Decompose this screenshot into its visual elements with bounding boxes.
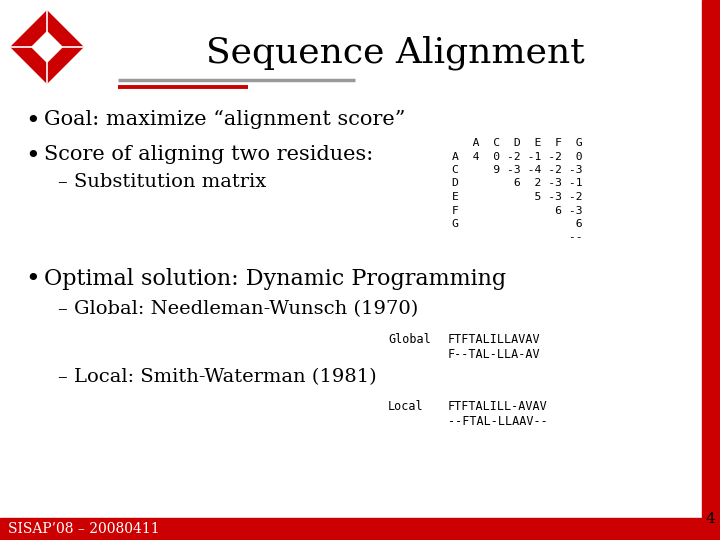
Text: FTFTALILLAVAV: FTFTALILLAVAV — [448, 333, 541, 346]
Text: Optimal solution: Dynamic Programming: Optimal solution: Dynamic Programming — [44, 268, 506, 290]
Text: – Global: Needleman-Wunsch (1970): – Global: Needleman-Wunsch (1970) — [58, 300, 418, 318]
Text: --FTAL-LLAAV--: --FTAL-LLAAV-- — [448, 415, 548, 428]
Text: – Substitution matrix: – Substitution matrix — [58, 173, 266, 191]
Text: •: • — [25, 110, 40, 133]
Text: •: • — [25, 145, 40, 168]
Text: E           5 -3 -2: E 5 -3 -2 — [452, 192, 582, 202]
Polygon shape — [11, 11, 83, 83]
Text: •: • — [25, 268, 40, 291]
Text: SISAP’08 – 20080411: SISAP’08 – 20080411 — [8, 522, 160, 536]
Text: Goal: maximize “alignment score”: Goal: maximize “alignment score” — [44, 110, 405, 129]
Text: FTFTALILL-AVAV: FTFTALILL-AVAV — [448, 400, 548, 413]
Text: – Local: Smith-Waterman (1981): – Local: Smith-Waterman (1981) — [58, 368, 377, 386]
Text: Global: Global — [388, 333, 431, 346]
Text: A  4  0 -2 -1 -2  0: A 4 0 -2 -1 -2 0 — [452, 152, 582, 161]
Bar — [702, 0, 720, 540]
Bar — [0, 518, 702, 540]
Text: A  C  D  E  F  G: A C D E F G — [452, 138, 582, 148]
Text: F              6 -3: F 6 -3 — [452, 206, 582, 215]
Text: 4: 4 — [705, 512, 715, 526]
Text: Score of aligning two residues:: Score of aligning two residues: — [44, 145, 373, 164]
Text: F--TAL-LLA-AV: F--TAL-LLA-AV — [448, 348, 541, 361]
Text: Sequence Alignment: Sequence Alignment — [206, 35, 585, 70]
Text: G                 6: G 6 — [452, 219, 582, 229]
Text: D        6  2 -3 -1: D 6 2 -3 -1 — [452, 179, 582, 188]
Text: --: -- — [452, 233, 582, 242]
Polygon shape — [32, 32, 62, 62]
Text: C     9 -3 -4 -2 -3: C 9 -3 -4 -2 -3 — [452, 165, 582, 175]
Text: Local: Local — [388, 400, 423, 413]
